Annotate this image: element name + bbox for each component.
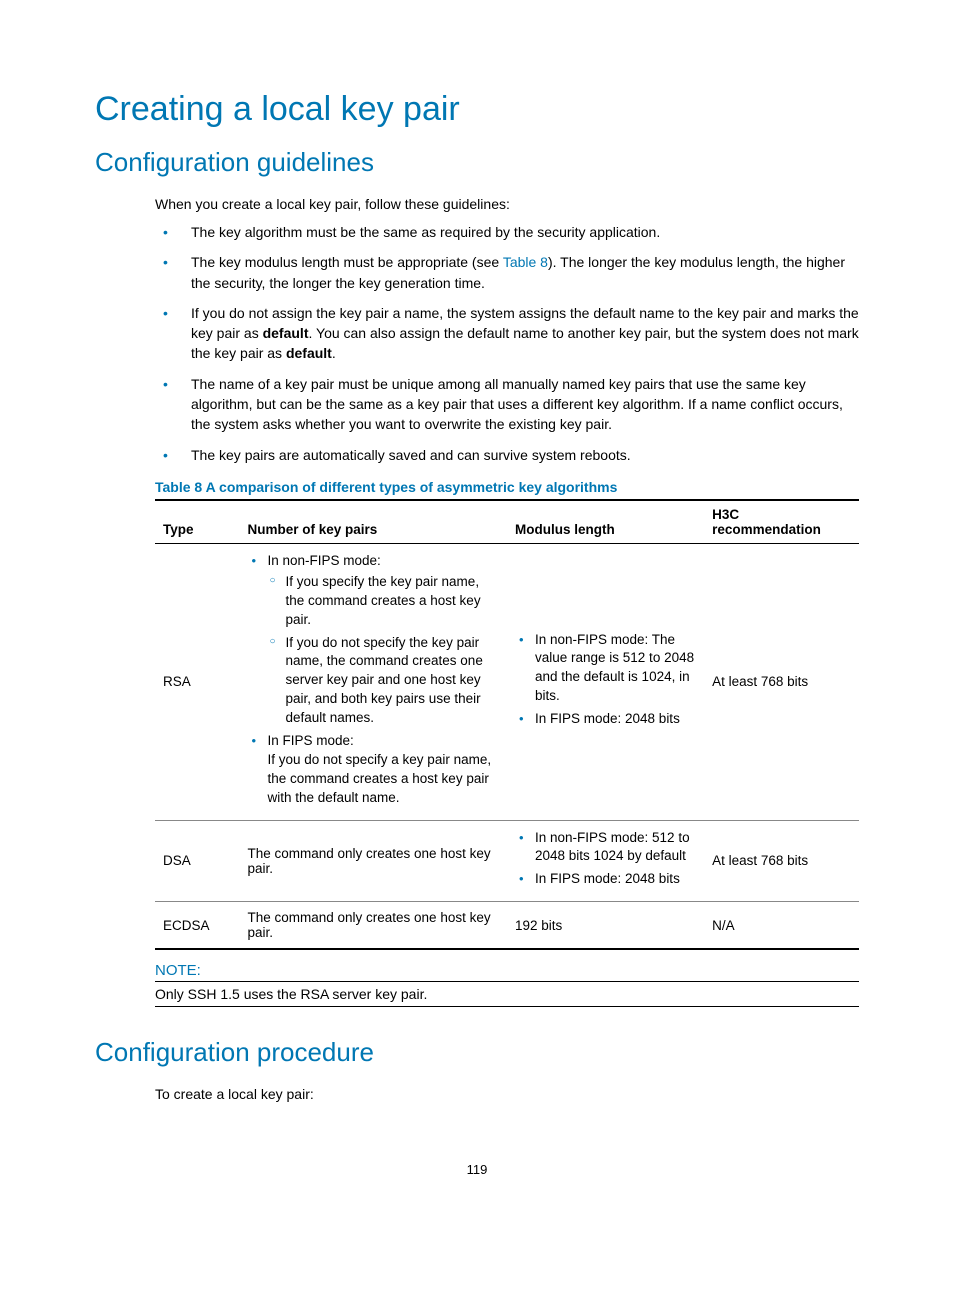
page-title: Creating a local key pair xyxy=(95,90,859,129)
text: . xyxy=(332,345,336,361)
cell-bullet: In non-FIPS mode: The value range is 512… xyxy=(515,631,696,707)
table-row: DSA The command only creates one host ke… xyxy=(155,820,859,902)
table-header: Type xyxy=(155,500,239,544)
list-item: The name of a key pair must be unique am… xyxy=(155,374,859,435)
cell-bullet: In FIPS mode: 2048 bits xyxy=(515,710,696,729)
section-heading-guidelines: Configuration guidelines xyxy=(95,147,859,178)
cell-num: The command only creates one host key pa… xyxy=(239,820,507,902)
table-link[interactable]: Table 8 xyxy=(503,254,548,270)
cell-mod: In non-FIPS mode: 512 to 2048 bits 1024 … xyxy=(507,820,704,902)
bold-text: default xyxy=(263,325,309,341)
cell-sub-bullet: If you do not specify the key pair name,… xyxy=(267,634,499,728)
cell-sub-bullet: If you specify the key pair name, the co… xyxy=(267,573,499,630)
list-item: The key pairs are automatically saved an… xyxy=(155,445,859,465)
cell-rec: At least 768 bits xyxy=(704,820,859,902)
cell-type: DSA xyxy=(155,820,239,902)
cell-num: The command only creates one host key pa… xyxy=(239,902,507,950)
bold-text: default xyxy=(286,345,332,361)
text: In FIPS mode: xyxy=(267,733,353,748)
cell-type: RSA xyxy=(155,543,239,820)
table-row: RSA In non-FIPS mode: If you specify the… xyxy=(155,543,859,820)
note-body: Only SSH 1.5 uses the RSA server key pai… xyxy=(155,986,859,1007)
text: The key modulus length must be appropria… xyxy=(191,254,503,270)
text: If you do not specify a key pair name, t… xyxy=(267,751,499,808)
cell-bullet: In non-FIPS mode: If you specify the key… xyxy=(247,552,499,728)
table-header: Number of key pairs xyxy=(239,500,507,544)
cell-mod: 192 bits xyxy=(507,902,704,950)
cell-rec: N/A xyxy=(704,902,859,950)
comparison-table: Type Number of key pairs Modulus length … xyxy=(155,499,859,950)
table-header: H3C recommendation xyxy=(704,500,859,544)
cell-rec: At least 768 bits xyxy=(704,543,859,820)
list-item: If you do not assign the key pair a name… xyxy=(155,303,859,364)
cell-bullet: In non-FIPS mode: 512 to 2048 bits 1024 … xyxy=(515,829,696,867)
table-row: ECDSA The command only creates one host … xyxy=(155,902,859,950)
table-caption: Table 8 A comparison of different types … xyxy=(155,479,859,495)
text: In non-FIPS mode: xyxy=(267,553,380,568)
cell-num: In non-FIPS mode: If you specify the key… xyxy=(239,543,507,820)
list-item: The key modulus length must be appropria… xyxy=(155,252,859,293)
guidelines-lead: When you create a local key pair, follow… xyxy=(155,196,859,212)
section-heading-procedure: Configuration procedure xyxy=(95,1037,859,1068)
cell-mod: In non-FIPS mode: The value range is 512… xyxy=(507,543,704,820)
list-item: The key algorithm must be the same as re… xyxy=(155,222,859,242)
cell-bullet: In FIPS mode: 2048 bits xyxy=(515,870,696,889)
page-number: 119 xyxy=(95,1162,859,1177)
guidelines-list: The key algorithm must be the same as re… xyxy=(155,222,859,465)
cell-bullet: In FIPS mode: If you do not specify a ke… xyxy=(247,732,499,808)
cell-type: ECDSA xyxy=(155,902,239,950)
note-label: NOTE: xyxy=(155,962,859,982)
table-header: Modulus length xyxy=(507,500,704,544)
procedure-lead: To create a local key pair: xyxy=(155,1086,859,1102)
